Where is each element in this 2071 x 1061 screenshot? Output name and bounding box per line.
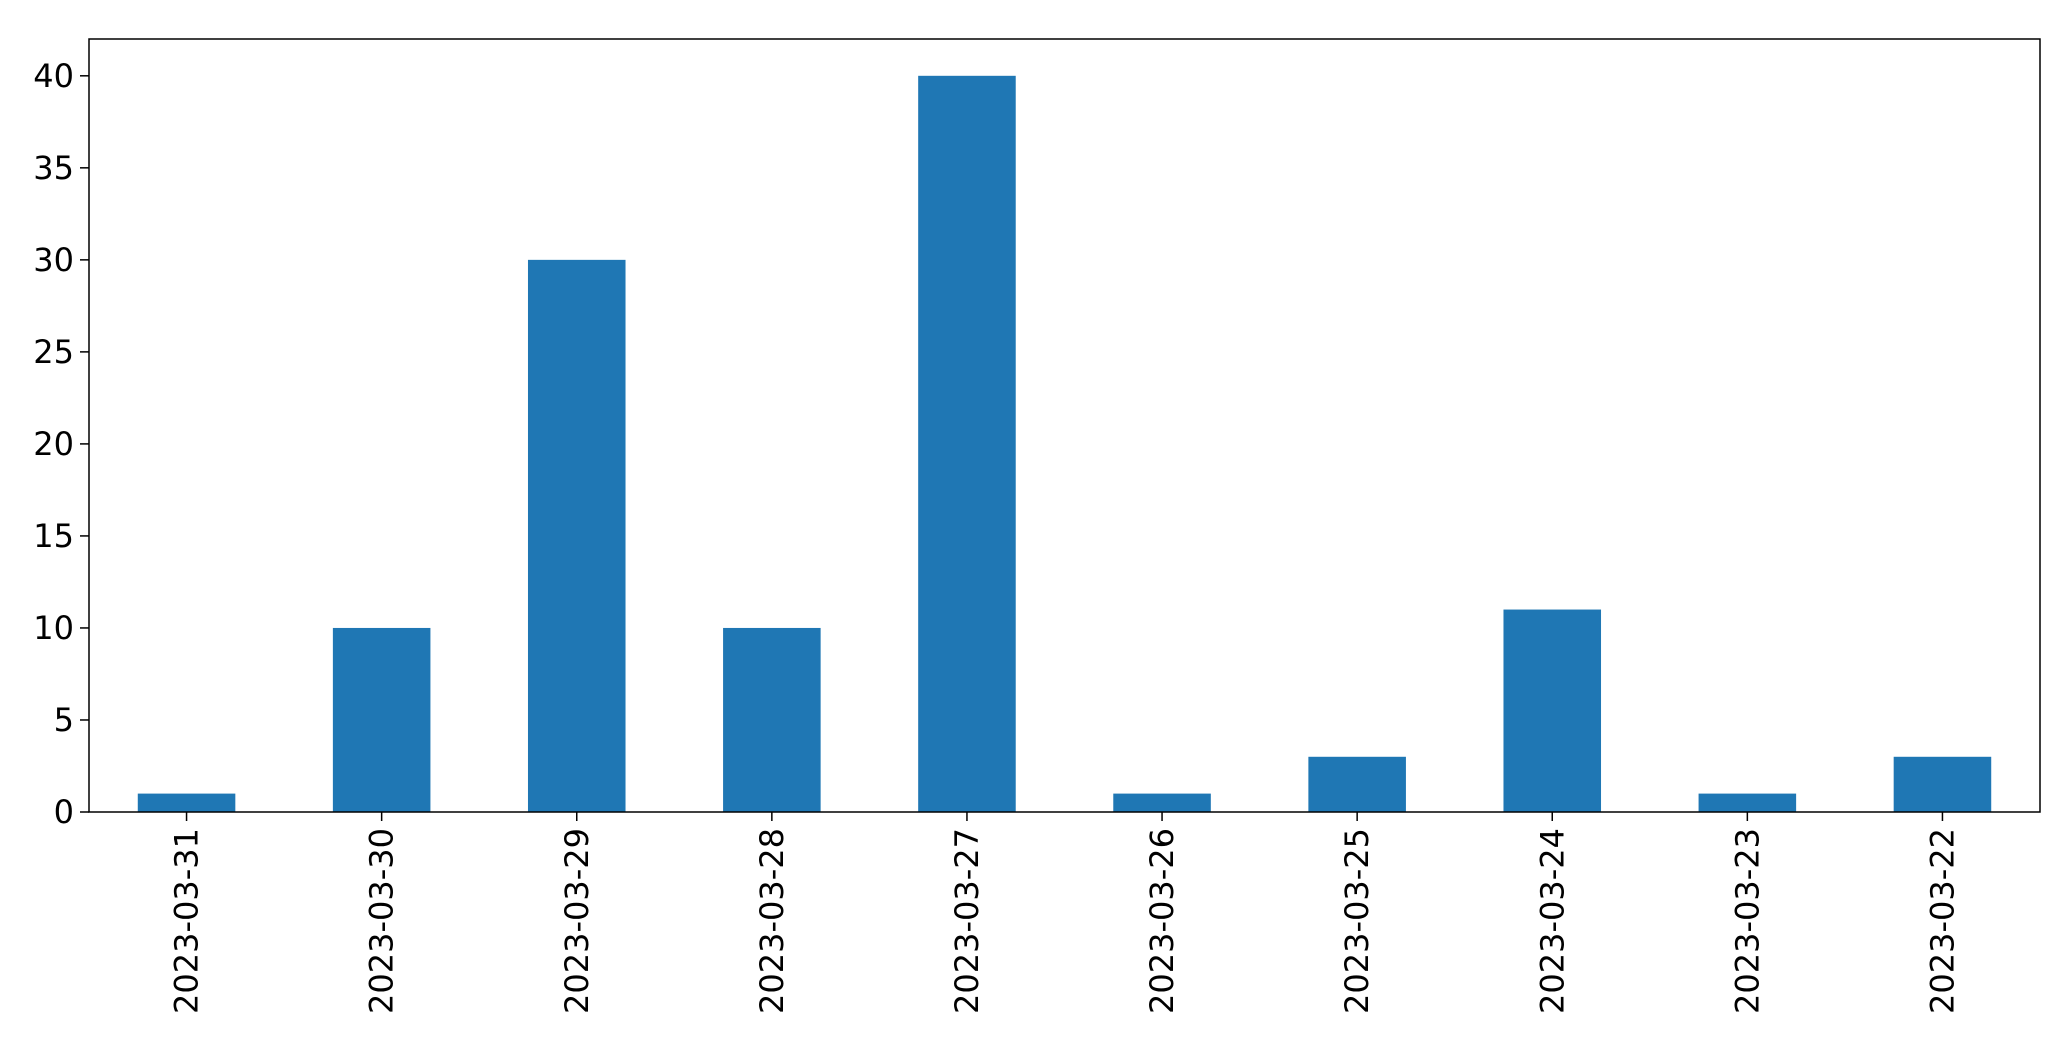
bar-2023-03-24 [1503,609,1602,812]
plot-frame [88,38,2041,813]
y-tick-label: 25 [33,333,74,371]
x-tick-label: 2023-03-23 [1728,828,1766,1014]
y-axis: 0 5 10 15 20 25 30 35 40 [33,57,89,831]
y-tick-label: 15 [33,517,74,555]
x-tick-label: 2023-03-27 [948,828,986,1014]
y-tick-label: 10 [33,609,74,647]
x-tick-label: 2023-03-25 [1338,828,1376,1014]
x-tick-label: 2023-03-29 [558,828,596,1014]
y-tick-label: 40 [33,57,74,95]
bar-2023-03-27 [918,75,1016,813]
x-tick-label: 2023-03-28 [753,828,791,1014]
bar-2023-03-28 [723,627,821,812]
bar-2023-03-23 [1698,793,1797,812]
x-tick-label: 2023-03-24 [1533,828,1571,1014]
x-axis: 2023-03-31 2023-03-30 2023-03-29 2023-03-28… [168,812,1961,1014]
x-tick-label: 2023-03-31 [168,828,206,1014]
y-tick-label: 5 [54,701,74,739]
x-tick-label: 2023-03-30 [363,828,401,1014]
bar-2023-03-29 [527,259,626,812]
y-tick-label: 20 [33,425,74,463]
x-tick-label: 2023-03-22 [1923,828,1961,1014]
bar-2023-03-26 [1113,793,1211,812]
y-tick-label: 0 [54,793,74,831]
bar-2023-03-25 [1308,756,1406,812]
bar-2023-03-22 [1893,756,1992,812]
x-tick-label: 2023-03-26 [1143,828,1181,1014]
bar-2023-03-30 [332,627,431,812]
bar-2023-03-31 [137,793,236,812]
bars-group [137,75,1992,813]
y-tick-label: 35 [33,149,74,187]
y-tick-label: 30 [33,241,74,279]
